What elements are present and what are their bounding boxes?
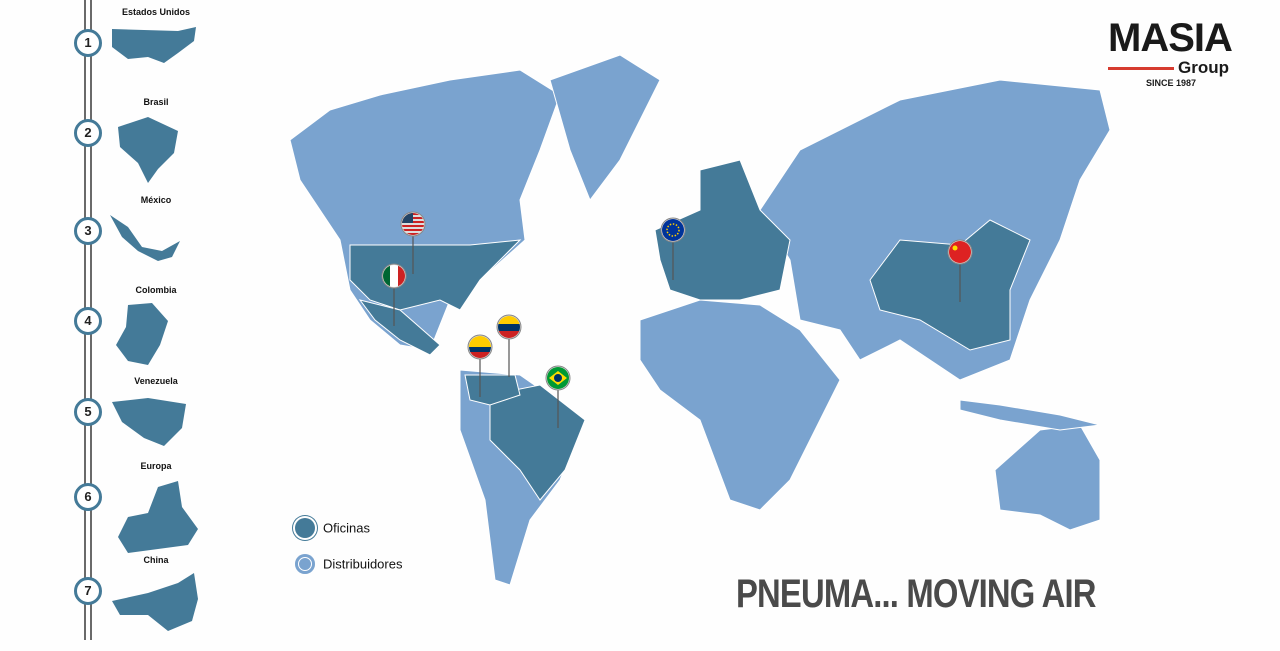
step-number: 2 <box>74 119 102 147</box>
venezuela-flag-pin <box>496 314 522 377</box>
eu-flag-pin <box>660 217 686 280</box>
north-america <box>289 69 561 351</box>
brazil-flag-pin <box>545 365 571 428</box>
brazil <box>489 384 586 501</box>
step-number: 5 <box>74 398 102 426</box>
greenland <box>549 54 661 202</box>
country-silhouette <box>116 303 168 365</box>
country-label: Venezuela <box>134 376 178 386</box>
legend-distribuidores: Distribuidores <box>295 554 402 574</box>
masia-logo: MASIA Group SINCE 1987 <box>1108 16 1233 88</box>
usa <box>349 239 522 311</box>
usa-flag-pin <box>400 211 426 274</box>
china-flag-pin <box>947 239 973 302</box>
distribuidores-swatch <box>295 554 315 574</box>
australia <box>994 424 1101 531</box>
country-silhouette <box>112 398 186 446</box>
oficinas-swatch <box>295 518 315 538</box>
china <box>869 219 1031 351</box>
country-silhouette <box>118 481 198 553</box>
country-label: Estados Unidos <box>121 7 190 17</box>
country-silhouette <box>112 27 196 63</box>
country-silhouette <box>118 117 178 183</box>
mexico-flag-pin <box>381 263 407 326</box>
step-number: 3 <box>74 217 102 245</box>
country-silhouette <box>110 215 180 261</box>
step-number: 4 <box>74 307 102 335</box>
country-label: Brasil <box>143 97 169 107</box>
step-number: 7 <box>74 577 102 605</box>
country-silhouette <box>112 573 198 631</box>
country-label: Colombia <box>135 285 177 295</box>
mexico <box>358 299 441 356</box>
step-number: 6 <box>74 483 102 511</box>
country-label: Europa <box>140 461 172 471</box>
country-label: México <box>140 195 172 205</box>
africa <box>639 299 841 511</box>
country-label: China <box>143 555 169 565</box>
tagline: PNEUMA... MOVING AIR <box>736 572 1096 616</box>
colombia-venezuela <box>464 374 521 406</box>
asia <box>759 79 1111 381</box>
step-number: 1 <box>74 29 102 57</box>
colombia-flag-pin <box>467 334 493 397</box>
legend-oficinas: Oficinas <box>295 518 370 538</box>
indonesia <box>959 399 1101 431</box>
europe <box>654 159 791 301</box>
